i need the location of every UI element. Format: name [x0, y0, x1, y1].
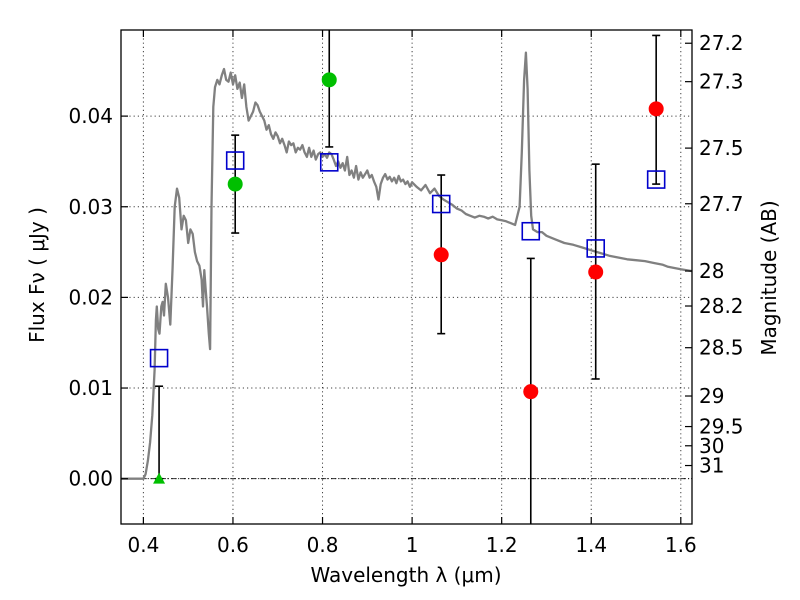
upper-limit-triangle [153, 472, 166, 484]
y-tick-label: 0.01 [68, 376, 113, 400]
right-tick-label: 27.7 [699, 192, 744, 216]
right-tick-label: 27.2 [699, 31, 744, 55]
right-tick-label: 28.5 [699, 336, 744, 360]
right-tick-label: 27.3 [699, 70, 744, 94]
observed-circle-point [227, 176, 243, 192]
plot-frame [120, 29, 693, 525]
right-tick-label: 31 [699, 454, 724, 478]
observed-circle-point [321, 72, 337, 88]
x-tick-label: 1.2 [486, 533, 518, 557]
x-axis-ticks: 0.4 0.6 0.8 1 1.2 1.4 1.6 [127, 30, 697, 557]
x-tick-label: 0.4 [127, 533, 159, 557]
y-axis-ticks: 0.00 0.01 0.02 0.03 0.04 [68, 104, 128, 491]
x-tick-label: 1 [406, 533, 419, 557]
y-tick-label: 0.00 [68, 467, 113, 491]
observed-circle-point [523, 384, 539, 400]
right-tick-label: 27.5 [699, 136, 744, 160]
right-tick-label: 30 [699, 434, 724, 458]
observed-circle-point [648, 101, 664, 117]
y-axis-label: Flux Fν ( μJy ) [25, 207, 49, 343]
error-bars [155, 30, 661, 524]
model-square-point [521, 221, 541, 241]
observed-circle-point [588, 264, 604, 280]
y-tick-label: 0.04 [68, 104, 113, 128]
x-tick-label: 0.8 [307, 533, 339, 557]
model-square-point [225, 151, 245, 170]
model-square-point [319, 153, 339, 172]
right-tick-label: 28.2 [699, 294, 744, 318]
right-tick-label: 28 [699, 259, 724, 283]
x-axis-label: Wavelength λ (μm) [310, 563, 501, 587]
right-tick-label: 29 [699, 384, 724, 408]
y-tick-label: 0.02 [68, 285, 113, 309]
right-tick-label: 29.5 [699, 415, 744, 439]
right-axis-label: Magnitude (AB) [757, 200, 781, 355]
observed-circle-point [433, 247, 449, 263]
model-square-point [586, 239, 606, 258]
model-square-point [646, 170, 666, 189]
markers [149, 72, 666, 484]
model-square-point [431, 194, 451, 214]
model-square-point [149, 348, 169, 368]
x-tick-label: 1.6 [665, 533, 697, 557]
sed-curve [121, 51, 693, 480]
grid [121, 30, 692, 524]
sed-model-curve [121, 51, 693, 480]
x-tick-label: 0.6 [217, 533, 249, 557]
x-tick-label: 1.4 [575, 533, 607, 557]
y-tick-label: 0.03 [68, 195, 113, 219]
